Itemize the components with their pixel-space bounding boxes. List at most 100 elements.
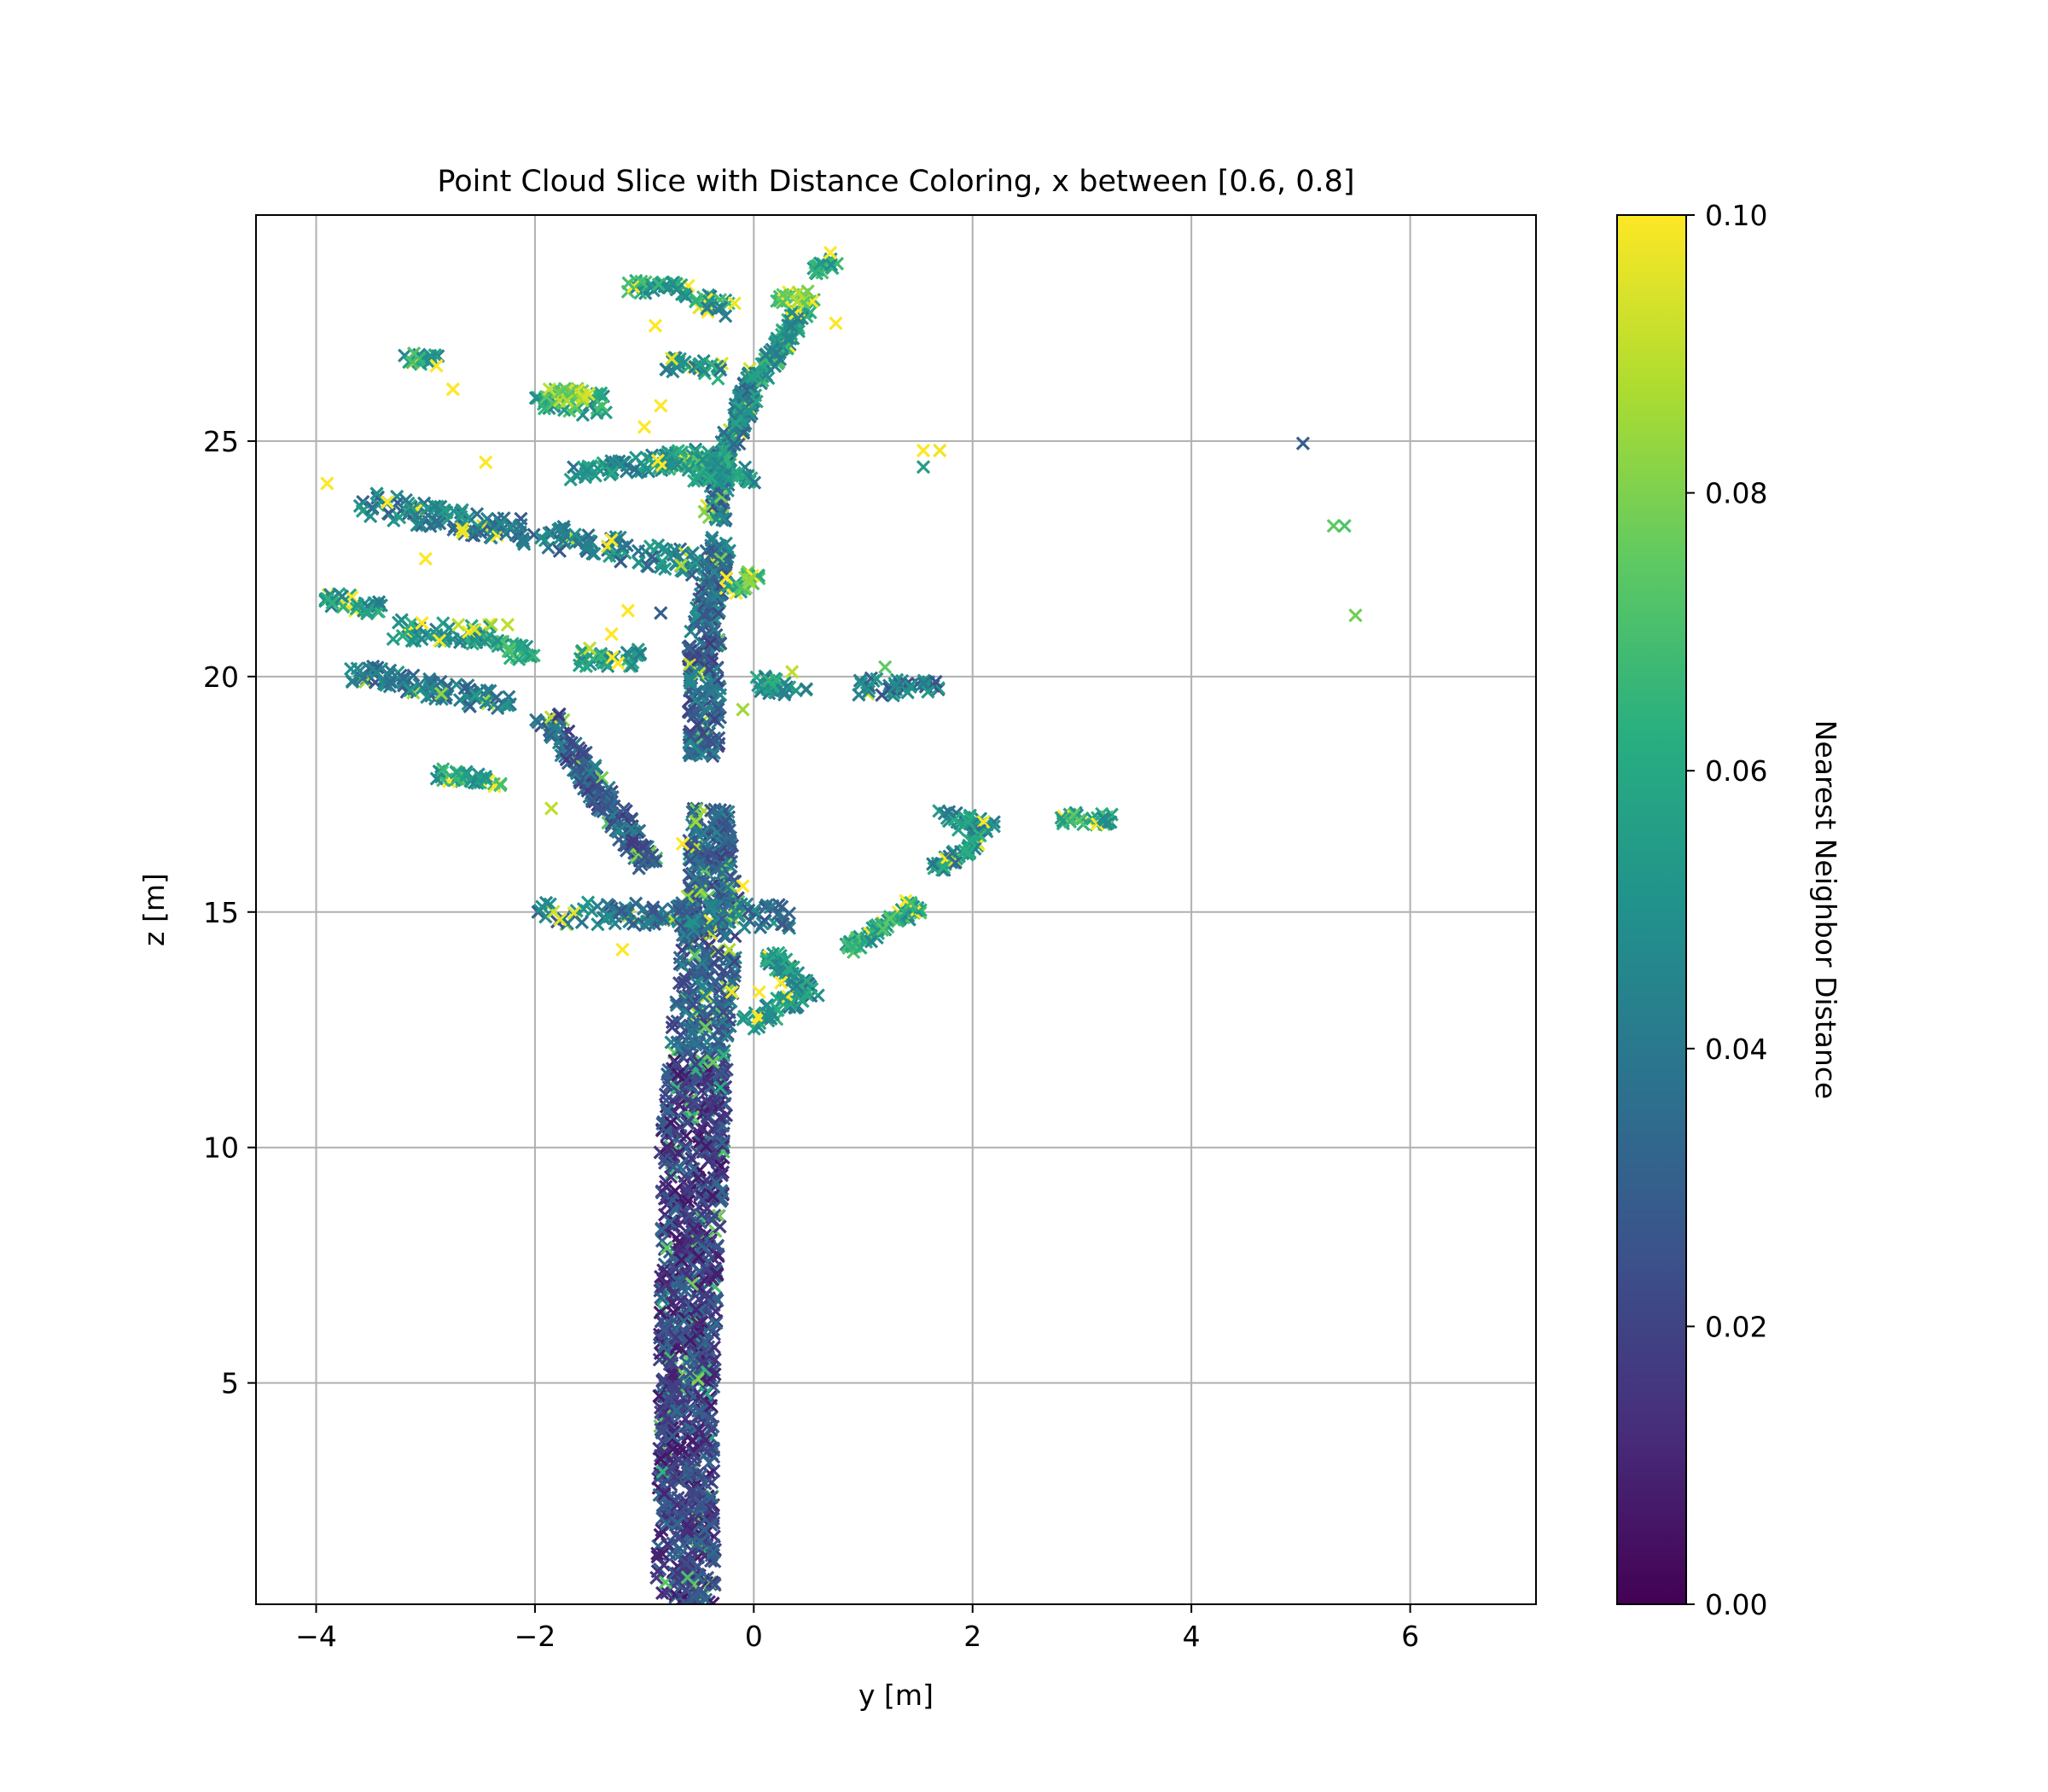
- point-marker: [657, 1487, 672, 1501]
- point-marker: [693, 1120, 708, 1135]
- point-marker: [670, 1566, 684, 1580]
- point-marker: [615, 540, 630, 555]
- point-marker: [646, 904, 660, 918]
- point-marker: [1348, 608, 1363, 623]
- point-marker: [468, 688, 483, 703]
- point-marker: [928, 674, 943, 689]
- point-marker: [678, 289, 694, 304]
- point-marker: [576, 747, 591, 761]
- point-marker: [689, 814, 703, 829]
- point-marker: [684, 1096, 699, 1110]
- point-marker: [707, 622, 722, 637]
- point-marker: [404, 616, 419, 631]
- point-marker: [716, 817, 730, 831]
- point-marker: [780, 331, 794, 346]
- point-marker: [686, 1590, 701, 1604]
- point-marker: [637, 850, 652, 864]
- point-marker: [533, 531, 549, 545]
- point-marker: [668, 1329, 683, 1345]
- point-marker: [543, 897, 557, 911]
- point-marker: [703, 734, 718, 748]
- point-marker: [693, 1389, 707, 1404]
- point-marker: [711, 371, 725, 386]
- point-marker: [701, 1078, 715, 1092]
- point-marker: [670, 1516, 685, 1531]
- point-marker: [537, 401, 552, 416]
- point-marker: [691, 1404, 706, 1418]
- point-marker: [711, 701, 725, 717]
- point-marker: [674, 1253, 689, 1267]
- point-marker: [517, 537, 532, 551]
- colorbar-tick-label: 0.08: [1705, 477, 1767, 510]
- point-marker: [704, 1399, 719, 1413]
- point-marker: [686, 709, 701, 724]
- point-marker: [750, 369, 765, 383]
- point-marker: [651, 277, 666, 292]
- colorbar-label: Nearest Neighbor Distance: [1809, 720, 1842, 1100]
- point-marker: [808, 265, 823, 280]
- point-marker: [713, 300, 729, 315]
- point-marker: [380, 495, 394, 509]
- point-marker: [776, 990, 791, 1005]
- point-marker: [349, 601, 364, 616]
- x-tick-label: 4: [1183, 1620, 1201, 1653]
- point-marker: [693, 1303, 707, 1318]
- point-marker: [638, 286, 653, 300]
- point-marker: [590, 778, 604, 794]
- point-marker: [544, 710, 558, 724]
- point-marker: [776, 683, 790, 698]
- point-marker: [428, 499, 442, 514]
- point-marker: [649, 1570, 664, 1585]
- point-marker: [602, 910, 617, 924]
- point-marker: [678, 1073, 694, 1088]
- point-marker: [692, 856, 707, 871]
- point-marker: [779, 952, 794, 967]
- x-axis: −4 −2 0 2 4 6: [295, 1604, 1419, 1653]
- point-marker: [705, 652, 719, 666]
- point-marker: [639, 914, 655, 929]
- point-marker: [631, 556, 646, 570]
- point-marker: [681, 1194, 695, 1209]
- point-marker: [742, 474, 757, 489]
- point-marker: [709, 1316, 724, 1330]
- y-axis: 5 10 15 20 25: [203, 425, 256, 1400]
- point-marker: [747, 475, 762, 490]
- point-marker: [625, 833, 640, 847]
- point-marker: [663, 1353, 678, 1368]
- point-marker: [703, 685, 718, 701]
- point-marker: [713, 1068, 727, 1082]
- point-marker: [658, 561, 672, 576]
- point-marker: [707, 802, 722, 817]
- point-marker: [957, 843, 972, 858]
- point-marker: [484, 617, 498, 632]
- point-marker: [491, 633, 505, 648]
- point-marker: [543, 728, 558, 742]
- point-marker: [604, 454, 619, 468]
- point-marker: [369, 665, 384, 680]
- point-marker: [678, 1141, 693, 1156]
- point-marker: [704, 358, 719, 372]
- point-marker: [679, 1129, 694, 1143]
- point-marker: [1067, 807, 1081, 822]
- point-marker: [715, 1067, 730, 1082]
- point-marker: [457, 681, 472, 695]
- point-marker: [591, 461, 605, 475]
- x-tick-label: 0: [745, 1620, 763, 1653]
- point-marker: [670, 1035, 684, 1050]
- point-marker: [698, 1334, 713, 1348]
- point-marker: [729, 416, 743, 431]
- point-marker: [686, 1349, 701, 1364]
- point-marker: [689, 1302, 703, 1317]
- point-marker: [688, 294, 703, 309]
- point-marker: [687, 1444, 701, 1458]
- point-marker: [544, 801, 559, 816]
- point-marker: [655, 1546, 670, 1562]
- point-marker: [697, 504, 712, 519]
- point-marker: [713, 1080, 728, 1095]
- point-marker: [680, 1046, 695, 1061]
- point-marker: [418, 551, 433, 566]
- x-tick-label: 2: [963, 1620, 981, 1653]
- point-marker: [320, 476, 335, 491]
- point-marker: [713, 363, 728, 377]
- point-marker: [829, 316, 843, 331]
